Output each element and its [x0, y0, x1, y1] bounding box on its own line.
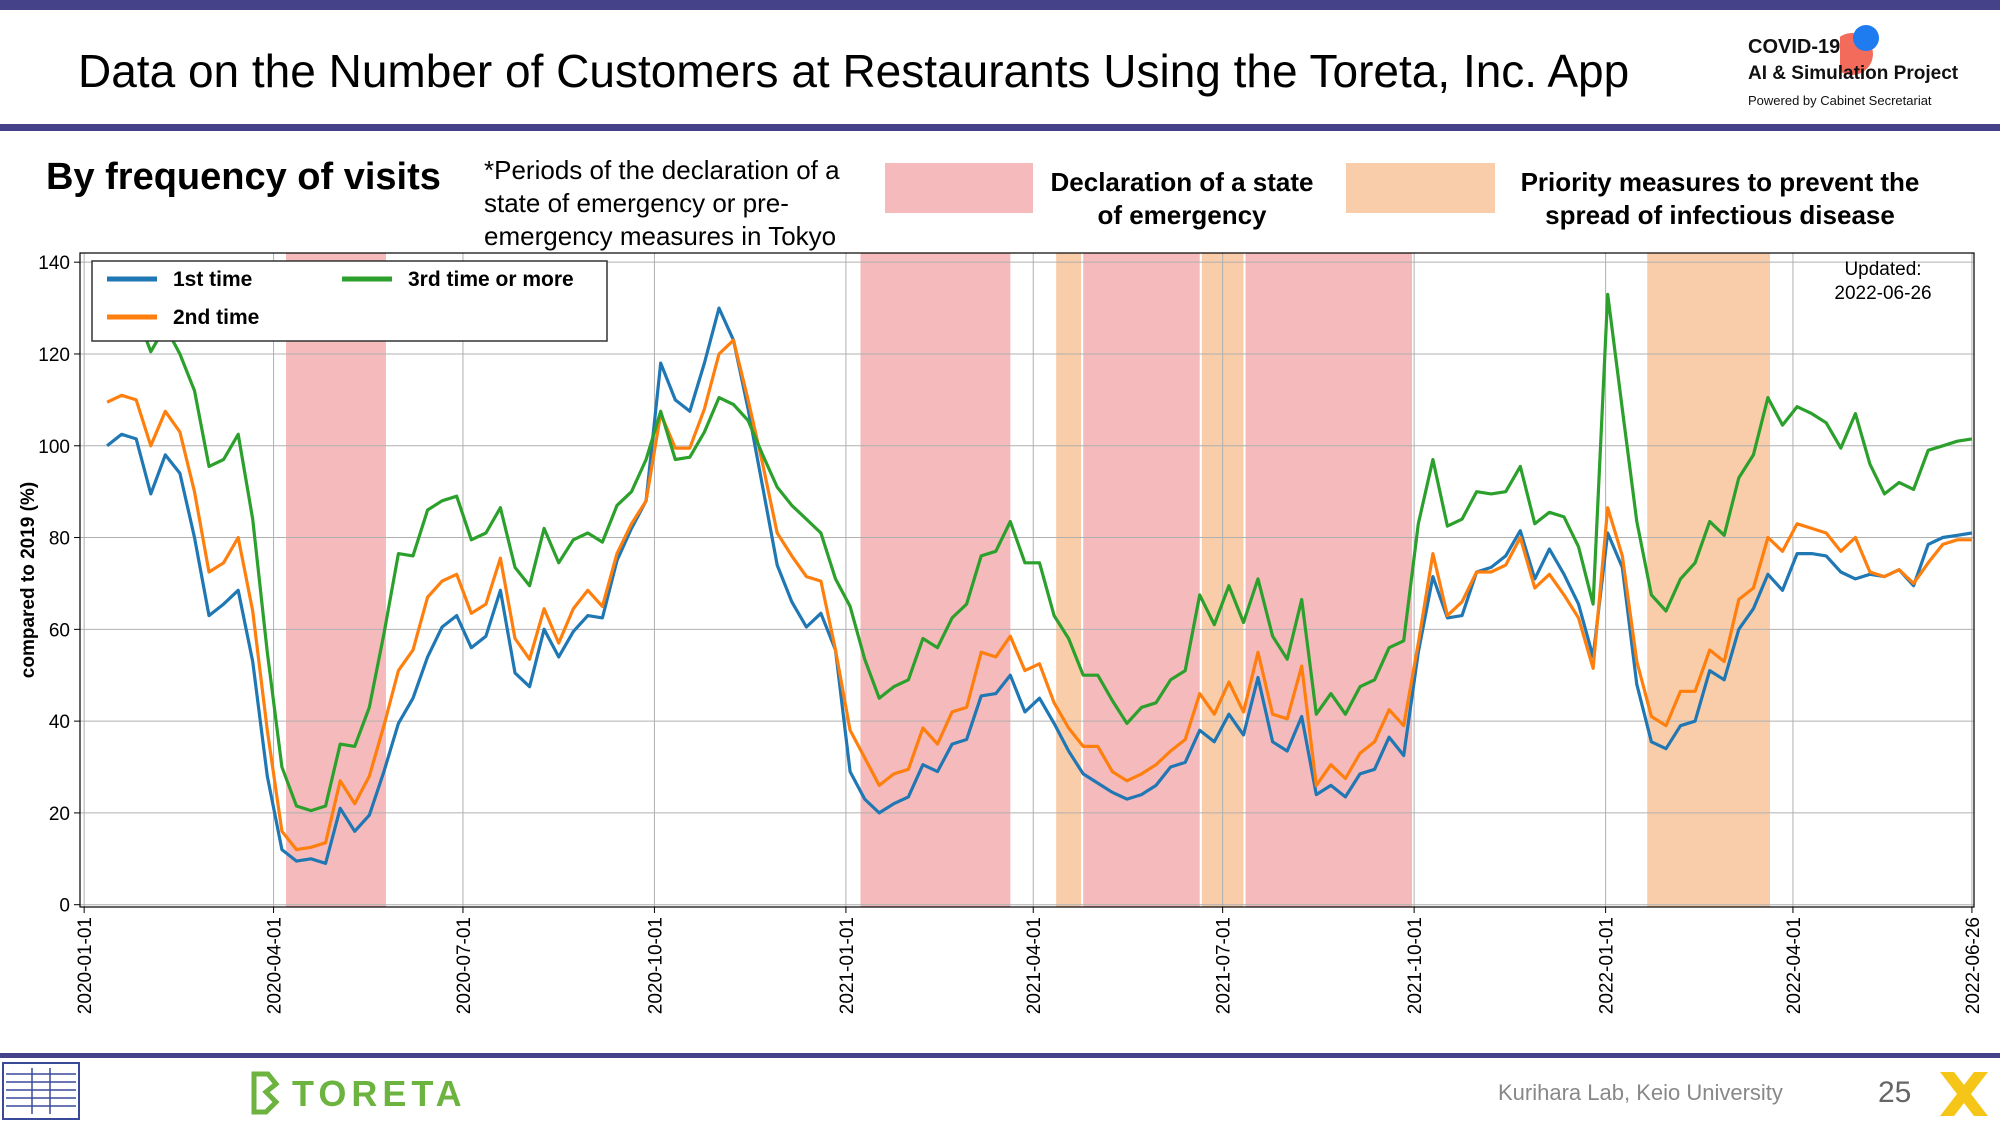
logo-line: AI & Simulation Project [1748, 63, 1959, 84]
period-band [1245, 253, 1413, 907]
y-tick-label: 40 [49, 712, 70, 733]
updated-date: 2022-06-26 [1834, 283, 1931, 304]
y-axis-label: compared to 2019 (%) [18, 482, 39, 678]
toreta-icon [251, 1071, 280, 1115]
footer-brand: TORETA [292, 1073, 467, 1114]
logo-line: Powered by Cabinet Secretariat [1748, 93, 1932, 108]
x-tick-label: 2022-06-26 [1963, 917, 1984, 1014]
series-line [106, 306, 1973, 865]
x-tick-label: 2021-10-01 [1405, 917, 1426, 1014]
legend-label: 2nd time [173, 306, 259, 329]
x-tick-label: 2020-10-01 [645, 917, 666, 1014]
logo-circles [1840, 25, 1879, 75]
lab-logo [2, 1062, 80, 1120]
x-logo [1940, 1072, 1988, 1116]
page-number: 25 [1878, 1076, 1912, 1109]
x-tick-label: 2022-01-01 [1597, 917, 1618, 1014]
x-tick-label: 2020-01-01 [75, 917, 96, 1014]
subtitle: By frequency of visits [46, 156, 441, 198]
y-tick-label: 0 [59, 896, 70, 917]
logo-line: COVID-19 [1748, 36, 1841, 58]
legend-label: 3rd time or more [408, 268, 574, 291]
band-legend-label: Declaration of a state of emergency [1050, 167, 1314, 230]
header-rule [0, 124, 2000, 131]
y-tick-label: 60 [49, 620, 70, 641]
footer-rule [0, 1053, 2000, 1058]
band-swatch [1346, 163, 1495, 213]
x-tick-label: 2020-04-01 [265, 917, 286, 1014]
footer-lab: Kurihara Lab, Keio University [1498, 1080, 1783, 1105]
note: *Periods of the declaration of a state o… [484, 155, 840, 251]
slide-title: Data on the Number of Customers at Resta… [78, 45, 1630, 97]
period-band [1083, 253, 1200, 907]
top-bar [0, 0, 2000, 10]
updated-label: Updated: [1844, 259, 1921, 280]
x-tick-label: 2022-04-01 [1784, 917, 1805, 1014]
period-band [1647, 253, 1771, 907]
x-tick-label: 2021-07-01 [1214, 917, 1235, 1014]
y-tick-label: 120 [38, 345, 70, 366]
x-tick-label: 2021-01-01 [837, 917, 858, 1014]
legend-label: 1st time [173, 268, 252, 291]
y-tick-label: 20 [49, 804, 70, 825]
legend-box [91, 260, 608, 342]
y-tick-label: 140 [38, 253, 70, 274]
series-line [106, 292, 1973, 813]
x-tick-label: 2021-04-01 [1024, 917, 1045, 1014]
band-swatch [885, 163, 1033, 213]
plot-frame [79, 252, 1975, 908]
period-band [860, 253, 1011, 907]
y-tick-label: 100 [38, 437, 70, 458]
period-band [1056, 253, 1082, 907]
band-legend-label: Priority measures to prevent the spread … [1520, 167, 1920, 230]
x-tick-label: 2020-07-01 [454, 917, 475, 1014]
series-line [106, 338, 1972, 852]
y-tick-label: 80 [49, 529, 70, 550]
